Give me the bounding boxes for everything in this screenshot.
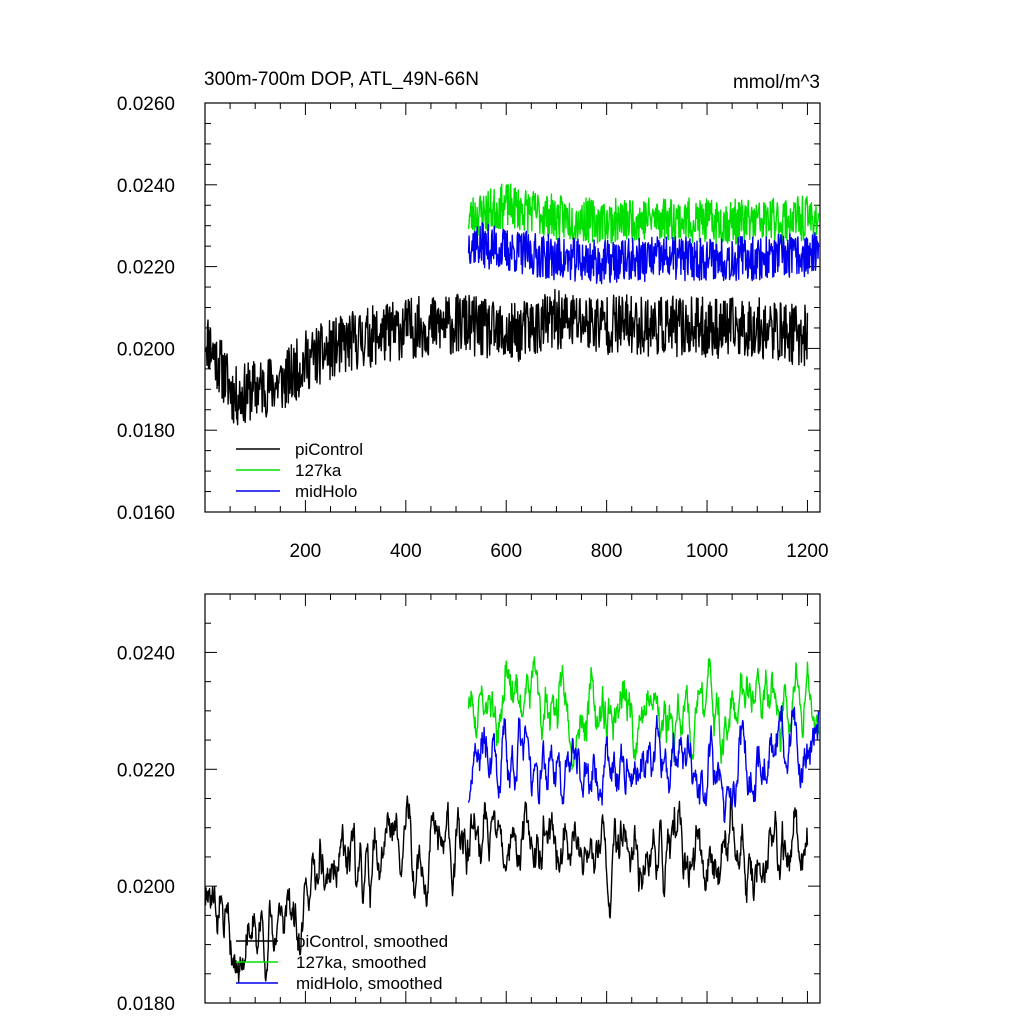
series-line-picontrol-smoothed	[204, 795, 809, 983]
series-line-127ka	[467, 183, 820, 245]
x-tick-label: 600	[490, 541, 522, 562]
legend-label-midholo-smoothed: midHolo, smoothed	[296, 974, 442, 993]
top-panel-legend: piControl 127ka midHolo	[236, 440, 363, 501]
top-panel-ticks	[205, 102, 820, 513]
legend-label-picontrol: piControl	[295, 440, 363, 459]
x-tick-label: 1200	[786, 541, 828, 562]
top-panel-units: mmol/m^3	[733, 72, 820, 93]
y-tick-label: 0.0240	[117, 176, 175, 197]
series-line-midholo-smoothed	[467, 705, 820, 824]
legend-label-127ka: 127ka	[295, 461, 342, 480]
bottom-panel-legend: piControl, smoothed 127ka, smoothed midH…	[236, 932, 448, 993]
y-tick-label: 0.0260	[117, 94, 175, 115]
series-line-picontrol	[204, 288, 809, 426]
bottom-panel: 0.0180 0.0200 0.0220 0.0240 piControl, smoo…	[117, 593, 821, 1015]
y-tick-label: 0.0160	[117, 503, 175, 524]
y-tick-label: 0.0220	[117, 760, 175, 781]
x-tick-label: 1000	[686, 541, 728, 562]
bottom-panel-plot-frame	[204, 593, 821, 1004]
series-line-midholo	[467, 222, 820, 285]
top-panel-plot-frame	[204, 102, 821, 513]
top-panel: 300m-700m DOP, ATL_49N-66N mmol/m^3 0.01…	[117, 69, 829, 562]
bottom-panel-y-tick-labels: 0.0180 0.0200 0.0220 0.0240	[117, 643, 175, 1015]
y-tick-label: 0.0180	[117, 421, 175, 442]
y-tick-label: 0.0220	[117, 258, 175, 279]
y-tick-label: 0.0200	[117, 877, 175, 898]
top-panel-title: 300m-700m DOP, ATL_49N-66N	[204, 69, 479, 90]
bottom-panel-series	[204, 656, 820, 983]
legend-label-127ka-smoothed: 127ka, smoothed	[296, 953, 426, 972]
x-tick-label: 800	[591, 541, 623, 562]
y-tick-label: 0.0200	[117, 339, 175, 360]
y-tick-label: 0.0240	[117, 643, 175, 664]
top-panel-series	[204, 183, 820, 426]
top-panel-x-tick-labels: 200 400 600 800 1000 1200	[290, 541, 829, 562]
y-tick-label: 0.0180	[117, 994, 175, 1015]
top-panel-y-tick-labels: 0.0160 0.0180 0.0200 0.0220 0.0240 0.0260	[117, 94, 175, 524]
series-line-127ka-smoothed	[467, 656, 820, 771]
x-tick-label: 400	[390, 541, 422, 562]
x-tick-label: 200	[290, 541, 322, 562]
legend-label-midholo: midHolo	[295, 482, 357, 501]
legend-label-picontrol-smoothed: piControl, smoothed	[296, 932, 448, 951]
bottom-panel-ticks	[205, 593, 820, 1004]
